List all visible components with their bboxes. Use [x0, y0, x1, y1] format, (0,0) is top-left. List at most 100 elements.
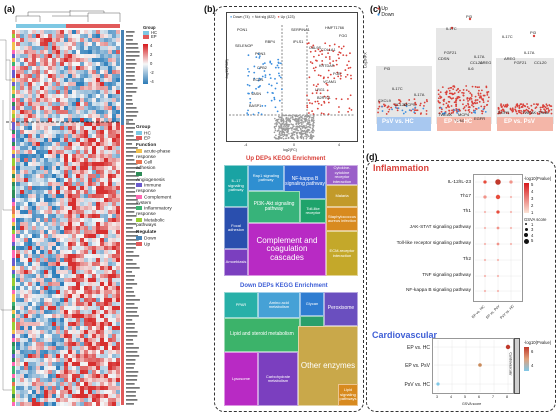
svg-text:FGF21: FGF21 — [514, 60, 527, 65]
panel-c-label: (c) — [370, 4, 381, 14]
inflammation-col-labels: EP vs. HC EP vs. PsV PsV vs. HC — [471, 304, 516, 320]
svg-text:PI3: PI3 — [530, 30, 537, 35]
svg-text:AREG: AREG — [480, 60, 491, 65]
svg-text:AREG: AREG — [504, 56, 515, 61]
legend-item-hc: HC — [143, 30, 171, 36]
svg-text:CAL9S: CAL9S — [309, 46, 321, 50]
treemap-cell: Lipid signaling pathways — [338, 384, 358, 406]
treemap-cell: NF-kappa B signaling pathway — [284, 165, 326, 199]
treemap-cell: Glycan — [300, 292, 324, 316]
cardio-xtick: 6 — [478, 395, 480, 399]
svg-text:CXCL9: CXCL9 — [378, 98, 392, 103]
treemap-cell: Lysosome — [224, 352, 258, 406]
svg-text:PON3: PON3 — [255, 52, 265, 56]
cardio-xtick: 5 — [464, 395, 466, 399]
svg-text:IL17A: IL17A — [474, 54, 485, 59]
volcano-xlabel: log2(FC) — [283, 148, 297, 152]
svg-text:FGG: FGG — [339, 34, 347, 38]
svg-text:VCAM1: VCAM1 — [323, 80, 336, 84]
legend-group-title: Group — [143, 25, 156, 30]
panel-b-label: (b) — [204, 4, 216, 14]
svg-text:PI3: PI3 — [384, 66, 391, 71]
svg-text:HMFT1766: HMFT1766 — [325, 26, 344, 30]
cardio-dotplot — [432, 338, 514, 394]
up-kegg-treemap: IL-17 signaling pathway Rap1 signaling p… — [224, 165, 358, 276]
panel-b-frame — [214, 6, 364, 412]
panel-c-legend: ● Up ● Down — [377, 6, 395, 18]
cardio-xtick: 3 — [436, 395, 438, 399]
panel-d-label: (d) — [366, 152, 378, 162]
svg-text:CCL20: CCL20 — [534, 60, 547, 65]
treemap-cell: ECM-receptor interaction — [326, 231, 358, 276]
down-kegg-treemap: PPAR Amino acid metabolism Glycan Peroxi… — [224, 292, 358, 406]
treemap-cell: Peroxisome — [324, 292, 358, 326]
svg-text:IPLS1: IPLS1 — [293, 40, 303, 44]
svg-text:RBP4: RBP4 — [265, 40, 275, 44]
cardio-xtick: 4 — [450, 395, 452, 399]
svg-text:ECM1: ECM1 — [253, 78, 264, 82]
treemap-cell: IL-17 signaling pathway — [224, 165, 248, 207]
svg-text:PI3: PI3 — [466, 14, 473, 19]
svg-text:IL6: IL6 — [468, 66, 474, 71]
svg-text:VASN: VASN — [251, 92, 261, 96]
inflammation-dotplot — [473, 174, 523, 302]
volcano-ylabel: -log10(FDR) — [224, 59, 229, 79]
svg-text:SELENOP: SELENOP — [235, 44, 253, 48]
treemap-cell: Amoebiasis — [224, 249, 248, 276]
svg-text:IL17A: IL17A — [524, 50, 535, 55]
svg-text:KRTDAP: KRTDAP — [319, 64, 335, 68]
volcano-legend: ● Down (74) ● Not sig (822) ● Up (123) — [230, 15, 295, 19]
cardio-xtick: 7 — [492, 395, 494, 399]
cardio-xticks: 3 4 5 6 7 8 — [432, 395, 514, 401]
treemap-cell: Toll-like receptor — [300, 199, 326, 223]
treemap-cell: Focal adhesion — [224, 207, 248, 249]
svg-text:PON3: PON3 — [454, 118, 466, 123]
treemap-cell: Cytokine-cytokine receptor interaction — [326, 165, 358, 185]
svg-text:COL1A1: COL1A1 — [321, 48, 336, 52]
treemap-cell: PPAR — [224, 292, 258, 318]
svg-text:IL17C: IL17C — [446, 26, 457, 31]
treemap-cell: Lipid and steroid metabolism — [224, 318, 300, 352]
inflammation-title: Inflammation — [373, 163, 430, 173]
panel-c-ylabel: Log2NPX — [363, 52, 368, 68]
svg-text:MCP4: MCP4 — [458, 112, 470, 117]
inflammation-color-legend: -log10(Pvalue) 5 4 3 2 1 GSVA score 1 3 … — [523, 176, 552, 244]
treemap-cell: Carbohydrate metabolism — [258, 352, 298, 406]
heatmap-figure — [0, 10, 140, 406]
function-strip — [12, 30, 15, 406]
heatmap-color-scale: 4 2 0 -2 -4 — [143, 43, 163, 88]
svg-text:B2R701: B2R701 — [317, 96, 331, 100]
svg-text:CPB2: CPB2 — [257, 66, 267, 70]
legend-item-ep: EP — [143, 35, 171, 40]
treemap-cell: Rap1 signaling pathway — [248, 165, 284, 191]
cardiovascular-title: Cardiovascular — [372, 330, 438, 340]
cardio-xtick: 8 — [506, 395, 508, 399]
svg-text:FGF21: FGF21 — [444, 50, 457, 55]
treemap-cell: Amino acid metabolism — [258, 292, 300, 318]
svg-text:CCL20: CCL20 — [394, 102, 407, 107]
treemap-cell: PI3K-Akt signaling pathway — [248, 191, 300, 223]
cardio-side-label: Cardiovascular — [508, 352, 513, 376]
volcano-plot: ● Down (74) ● Not sig (822) ● Up (123) P… — [224, 12, 358, 142]
cardio-xlabel: GSVA score — [462, 402, 482, 406]
row-dendrogram — [0, 39, 14, 391]
down-kegg-title: Down DEPs KEGG Enrichment — [240, 283, 328, 289]
svg-text:BASP1: BASP1 — [249, 104, 261, 108]
panel-c-plot: PI3IL17CIL17ACXCL9CCL20MCPSIL17CPI3IL17A… — [376, 14, 554, 131]
svg-text:EGFR: EGFR — [474, 116, 485, 121]
cardio-side-strip — [514, 338, 520, 394]
column-dendrogram — [15, 10, 121, 22]
treemap-cell: Staphylococcus aureus infection — [326, 207, 358, 231]
heatmap-annotation-legend: Group HC EP Function acute-phase respons… — [136, 125, 172, 247]
treemap-cell: Malaria — [326, 185, 358, 207]
svg-text:MCPS: MCPS — [404, 102, 416, 107]
svg-text:PON1: PON1 — [237, 28, 247, 32]
svg-text:IL17A: IL17A — [414, 92, 425, 97]
cardio-color-legend: -log10(Pvalue) 6 4 — [524, 340, 556, 373]
svg-text:LRG1: LRG1 — [315, 88, 325, 92]
svg-text:EGFR: EGFR — [498, 110, 509, 115]
treemap-cell: Complement and coagulation cascades — [248, 223, 326, 276]
panel-d-frame — [366, 160, 556, 412]
svg-text:IL17C: IL17C — [502, 34, 513, 39]
svg-text:CDSN: CDSN — [438, 56, 449, 61]
